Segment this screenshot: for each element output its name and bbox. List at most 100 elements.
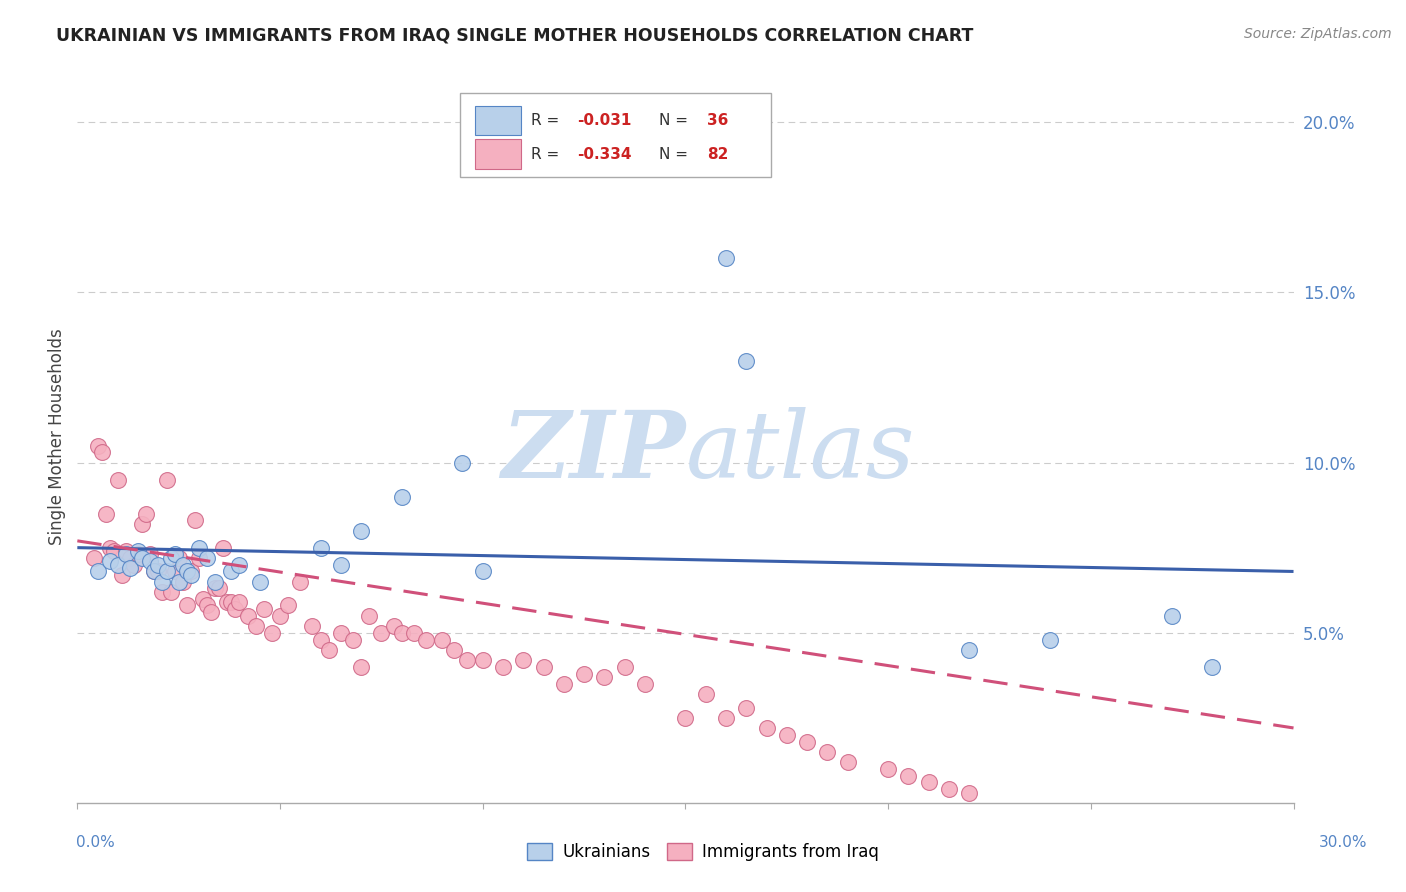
Point <box>90 445 112 459</box>
Point <box>152 585 174 599</box>
Point <box>204 574 226 589</box>
Point <box>167 574 190 589</box>
Point <box>572 666 595 681</box>
Point <box>260 625 283 640</box>
Text: -0.334: -0.334 <box>578 146 631 161</box>
Text: atlas: atlas <box>686 407 915 497</box>
Point <box>815 745 838 759</box>
Point <box>451 456 474 470</box>
Point <box>877 762 900 776</box>
Point <box>111 567 134 582</box>
Point <box>471 653 494 667</box>
Point <box>83 550 105 565</box>
Point <box>212 541 235 555</box>
Point <box>155 565 177 579</box>
Point <box>957 786 980 800</box>
Point <box>172 574 194 589</box>
Point <box>176 565 198 579</box>
Point <box>180 567 202 582</box>
Text: R =: R = <box>531 146 564 161</box>
Point <box>593 670 616 684</box>
Text: R =: R = <box>531 113 564 128</box>
Point <box>118 550 141 565</box>
Point <box>131 516 153 531</box>
Point <box>309 541 332 555</box>
Point <box>1039 632 1062 647</box>
Point <box>553 677 575 691</box>
FancyBboxPatch shape <box>475 139 522 169</box>
Point <box>163 548 186 562</box>
Point <box>837 755 859 769</box>
Text: 0.0%: 0.0% <box>76 836 115 850</box>
FancyBboxPatch shape <box>475 106 522 135</box>
Point <box>359 608 381 623</box>
Point <box>634 677 657 691</box>
Point <box>391 490 413 504</box>
Point <box>370 625 392 640</box>
Point <box>208 582 231 596</box>
Point <box>127 544 149 558</box>
Text: 30.0%: 30.0% <box>1319 836 1367 850</box>
Point <box>228 558 250 572</box>
Y-axis label: Single Mother Households: Single Mother Households <box>48 329 66 545</box>
Point <box>613 659 636 673</box>
Point <box>329 558 352 572</box>
Text: UKRAINIAN VS IMMIGRANTS FROM IRAQ SINGLE MOTHER HOUSEHOLDS CORRELATION CHART: UKRAINIAN VS IMMIGRANTS FROM IRAQ SINGLE… <box>56 27 973 45</box>
Point <box>382 619 405 633</box>
Point <box>103 544 125 558</box>
Point <box>471 565 494 579</box>
Point <box>131 550 153 565</box>
Point <box>107 473 129 487</box>
Point <box>191 591 214 606</box>
Point <box>350 659 373 673</box>
Point <box>135 507 157 521</box>
Point <box>148 565 170 579</box>
Point <box>269 608 291 623</box>
Point <box>735 700 758 714</box>
Point <box>115 548 138 562</box>
Text: 36: 36 <box>707 113 728 128</box>
Point <box>127 548 149 562</box>
Point <box>249 574 271 589</box>
Point <box>180 565 202 579</box>
Point <box>318 642 340 657</box>
Text: Source: ZipAtlas.com: Source: ZipAtlas.com <box>1244 27 1392 41</box>
Point <box>107 558 129 572</box>
Point <box>897 768 920 782</box>
Point <box>148 558 170 572</box>
Point <box>184 513 207 527</box>
Point <box>796 734 818 748</box>
Point <box>98 554 121 568</box>
Point <box>938 782 960 797</box>
Point <box>204 582 226 596</box>
Point <box>86 565 108 579</box>
Point <box>309 632 332 647</box>
Point <box>195 550 218 565</box>
Point <box>221 595 243 609</box>
Point <box>415 632 437 647</box>
Point <box>155 473 177 487</box>
FancyBboxPatch shape <box>460 94 770 178</box>
Text: N =: N = <box>658 146 693 161</box>
Point <box>391 625 413 640</box>
Point <box>200 605 222 619</box>
Point <box>172 558 194 572</box>
Point <box>755 721 778 735</box>
Point <box>456 653 478 667</box>
Point <box>350 524 373 538</box>
Point <box>188 550 211 565</box>
Point <box>115 544 138 558</box>
Text: 82: 82 <box>707 146 728 161</box>
Point <box>98 541 121 555</box>
Point <box>176 599 198 613</box>
Point <box>1161 608 1184 623</box>
Text: -0.031: -0.031 <box>578 113 631 128</box>
Point <box>290 574 312 589</box>
Point <box>277 599 299 613</box>
Point <box>188 541 211 555</box>
Point <box>776 728 799 742</box>
Point <box>957 642 980 657</box>
Point <box>714 711 737 725</box>
Point <box>253 602 276 616</box>
Point <box>1201 659 1223 673</box>
